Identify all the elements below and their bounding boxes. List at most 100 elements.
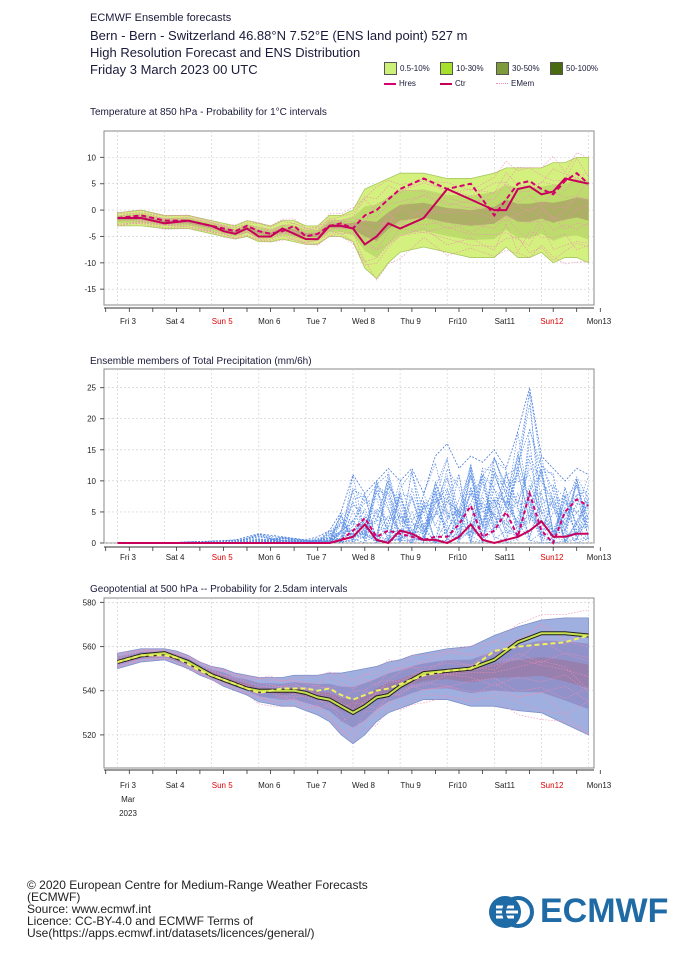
x-tick-label: Sat 4 (166, 781, 185, 790)
ensemble-member-line (117, 470, 589, 544)
x-tick-label: Thu 9 (400, 781, 421, 790)
precipitation-panel-title: Ensemble members of Total Precipitation … (90, 356, 312, 367)
x-tick-label: Mon 6 (258, 317, 281, 326)
y-tick-label: -15 (84, 285, 96, 294)
x-tick-label: Fri 3 (120, 781, 137, 790)
footer-copyright: © 2020 European Centre for Medium-Range … (27, 878, 368, 904)
y-tick-label: 10 (87, 477, 96, 486)
ensemble-member-line (117, 623, 589, 684)
ensemble-member-line (117, 453, 589, 544)
legend-label: Hres (399, 79, 416, 88)
legend-band-3: 30-50% (496, 62, 540, 75)
ensemble-member-line (117, 152, 589, 229)
legend-label: 50-100% (566, 64, 599, 73)
ensemble-member-line (117, 157, 589, 230)
ensemble-max-line (117, 387, 589, 544)
legend-band-4: 50-100% (550, 62, 598, 75)
x-tick-label: Sat 4 (166, 553, 185, 562)
x-tick-label: Mon13 (587, 317, 612, 326)
x-tick-label: Tue 7 (306, 553, 327, 562)
ensemble-member-line (117, 428, 589, 544)
x-tick-label: Tue 7 (306, 781, 327, 790)
location-line: Bern - Bern - Switzerland 46.88°N 7.52°E… (90, 28, 468, 43)
ensemble-core-band (117, 197, 589, 241)
legend-label: 0.5-10% (400, 64, 430, 73)
y-tick-label: -10 (84, 259, 96, 268)
y-tick-label: 520 (83, 731, 97, 740)
ensemble-member-line (117, 223, 589, 281)
y-tick-label: 25 (87, 384, 96, 393)
ensemble-member-line (117, 180, 589, 234)
x-tick-label: Sun12 (540, 781, 564, 790)
x-tick-label: Mon13 (587, 781, 612, 790)
ensemble-member-line (117, 456, 589, 544)
x-tick-label: Thu 9 (400, 553, 421, 562)
ensemble-member-line (117, 213, 589, 243)
hres-line (117, 634, 589, 701)
ecmwf-logo-icon (489, 895, 534, 928)
ensemble-member-line (117, 474, 589, 544)
x-tick-label: Wed 8 (352, 553, 376, 562)
ensemble-outer-band (117, 617, 589, 745)
source-line: ECMWF Ensemble forecasts (90, 12, 232, 24)
ensemble-core-band (117, 653, 589, 715)
legend-swatch (384, 62, 397, 75)
legend: 0.5-10% 10-30% 30-50% 50-100% Hres Ctr E… (384, 62, 614, 94)
x-tick-label: Sat11 (495, 317, 516, 326)
ensemble-member-line (117, 456, 589, 544)
x-tick-label: Thu 9 (400, 317, 421, 326)
ensemble-member-line (117, 655, 589, 724)
ecmwf-logo: ECMWF (488, 892, 668, 931)
legend-label: 10-30% (456, 64, 484, 73)
legend-line-ctr: Ctr (440, 79, 466, 88)
footer: © 2020 European Centre for Medium-Range … (27, 879, 407, 939)
y-tick-label: 540 (83, 687, 97, 696)
x-tick-label: Tue 7 (306, 317, 327, 326)
hres-line (117, 489, 589, 545)
ensemble-member-line (117, 177, 589, 232)
ensemble-member-line (117, 454, 589, 544)
ensemble-member-line (117, 640, 589, 700)
legend-line-emem: EMem (496, 79, 534, 88)
ensemble-member-line (117, 432, 589, 544)
ensemble-member-line (117, 609, 589, 683)
x-tick-label: Sun12 (540, 553, 564, 562)
legend-band-1: 0.5-10% (384, 62, 430, 75)
ensemble-member-line (117, 657, 589, 738)
y-tick-label: 0 (92, 539, 97, 548)
legend-label: EMem (511, 79, 535, 88)
x-tick-label: Fri10 (449, 781, 468, 790)
ensemble-member-line (117, 404, 589, 544)
legend-swatch (440, 62, 453, 75)
x-tick-label: Mon 6 (258, 553, 281, 562)
x-tick-label: Sat11 (495, 553, 516, 562)
x-tick-label: Sun 5 (212, 781, 233, 790)
ecmwf-logo-text: ECMWF (540, 892, 669, 930)
ensemble-member-line (117, 467, 589, 544)
ensemble-member-line (117, 193, 589, 236)
x-tick-label: Fri10 (449, 553, 468, 562)
temperature-panel-title: Temperature at 850 hPa - Probability for… (90, 107, 327, 118)
geopotential-panel-title: Geopotential at 500 hPa -- Probability f… (90, 584, 348, 595)
x-tick-label: Sun12 (540, 317, 564, 326)
ensemble-member-line (117, 393, 589, 544)
temperature-chart: 10 5 0 -5 -10 -15 Fri 3 Sat 4 Sun 5 Mon 6 Tue 7 Wed… (84, 130, 612, 326)
x-tick-label: Sun 5 (212, 317, 233, 326)
y-tick-label: 15 (87, 446, 96, 455)
precipitation-chart: 25 20 15 10 5 0 Fri 3 Sat 4 Sun 5 Mon 6 Tue 7 Wed 8… (87, 368, 612, 562)
y-tick-label: 20 (87, 415, 96, 424)
x-tick-label: Mon 6 (258, 781, 281, 790)
ensemble-member-line (117, 473, 589, 544)
ensemble-member-line (117, 428, 589, 544)
legend-line-sample (384, 82, 396, 85)
ensemble-member-line (117, 455, 589, 544)
x-tick-label: Wed 8 (352, 317, 376, 326)
geopotential-chart: 580 560 540 520 Fri 3 Sat 4 Sun 5 Mon 6 Tue 7 Wed… (83, 597, 612, 818)
legend-swatch (550, 62, 563, 75)
ensemble-member-line (117, 481, 589, 544)
x-tick-label: Sun 5 (212, 553, 233, 562)
y-tick-label: 10 (87, 153, 96, 162)
ensemble-member-line (117, 634, 589, 690)
footer-source: Source: www.ecmwf.int (27, 902, 152, 916)
ensemble-member-line (117, 221, 589, 263)
